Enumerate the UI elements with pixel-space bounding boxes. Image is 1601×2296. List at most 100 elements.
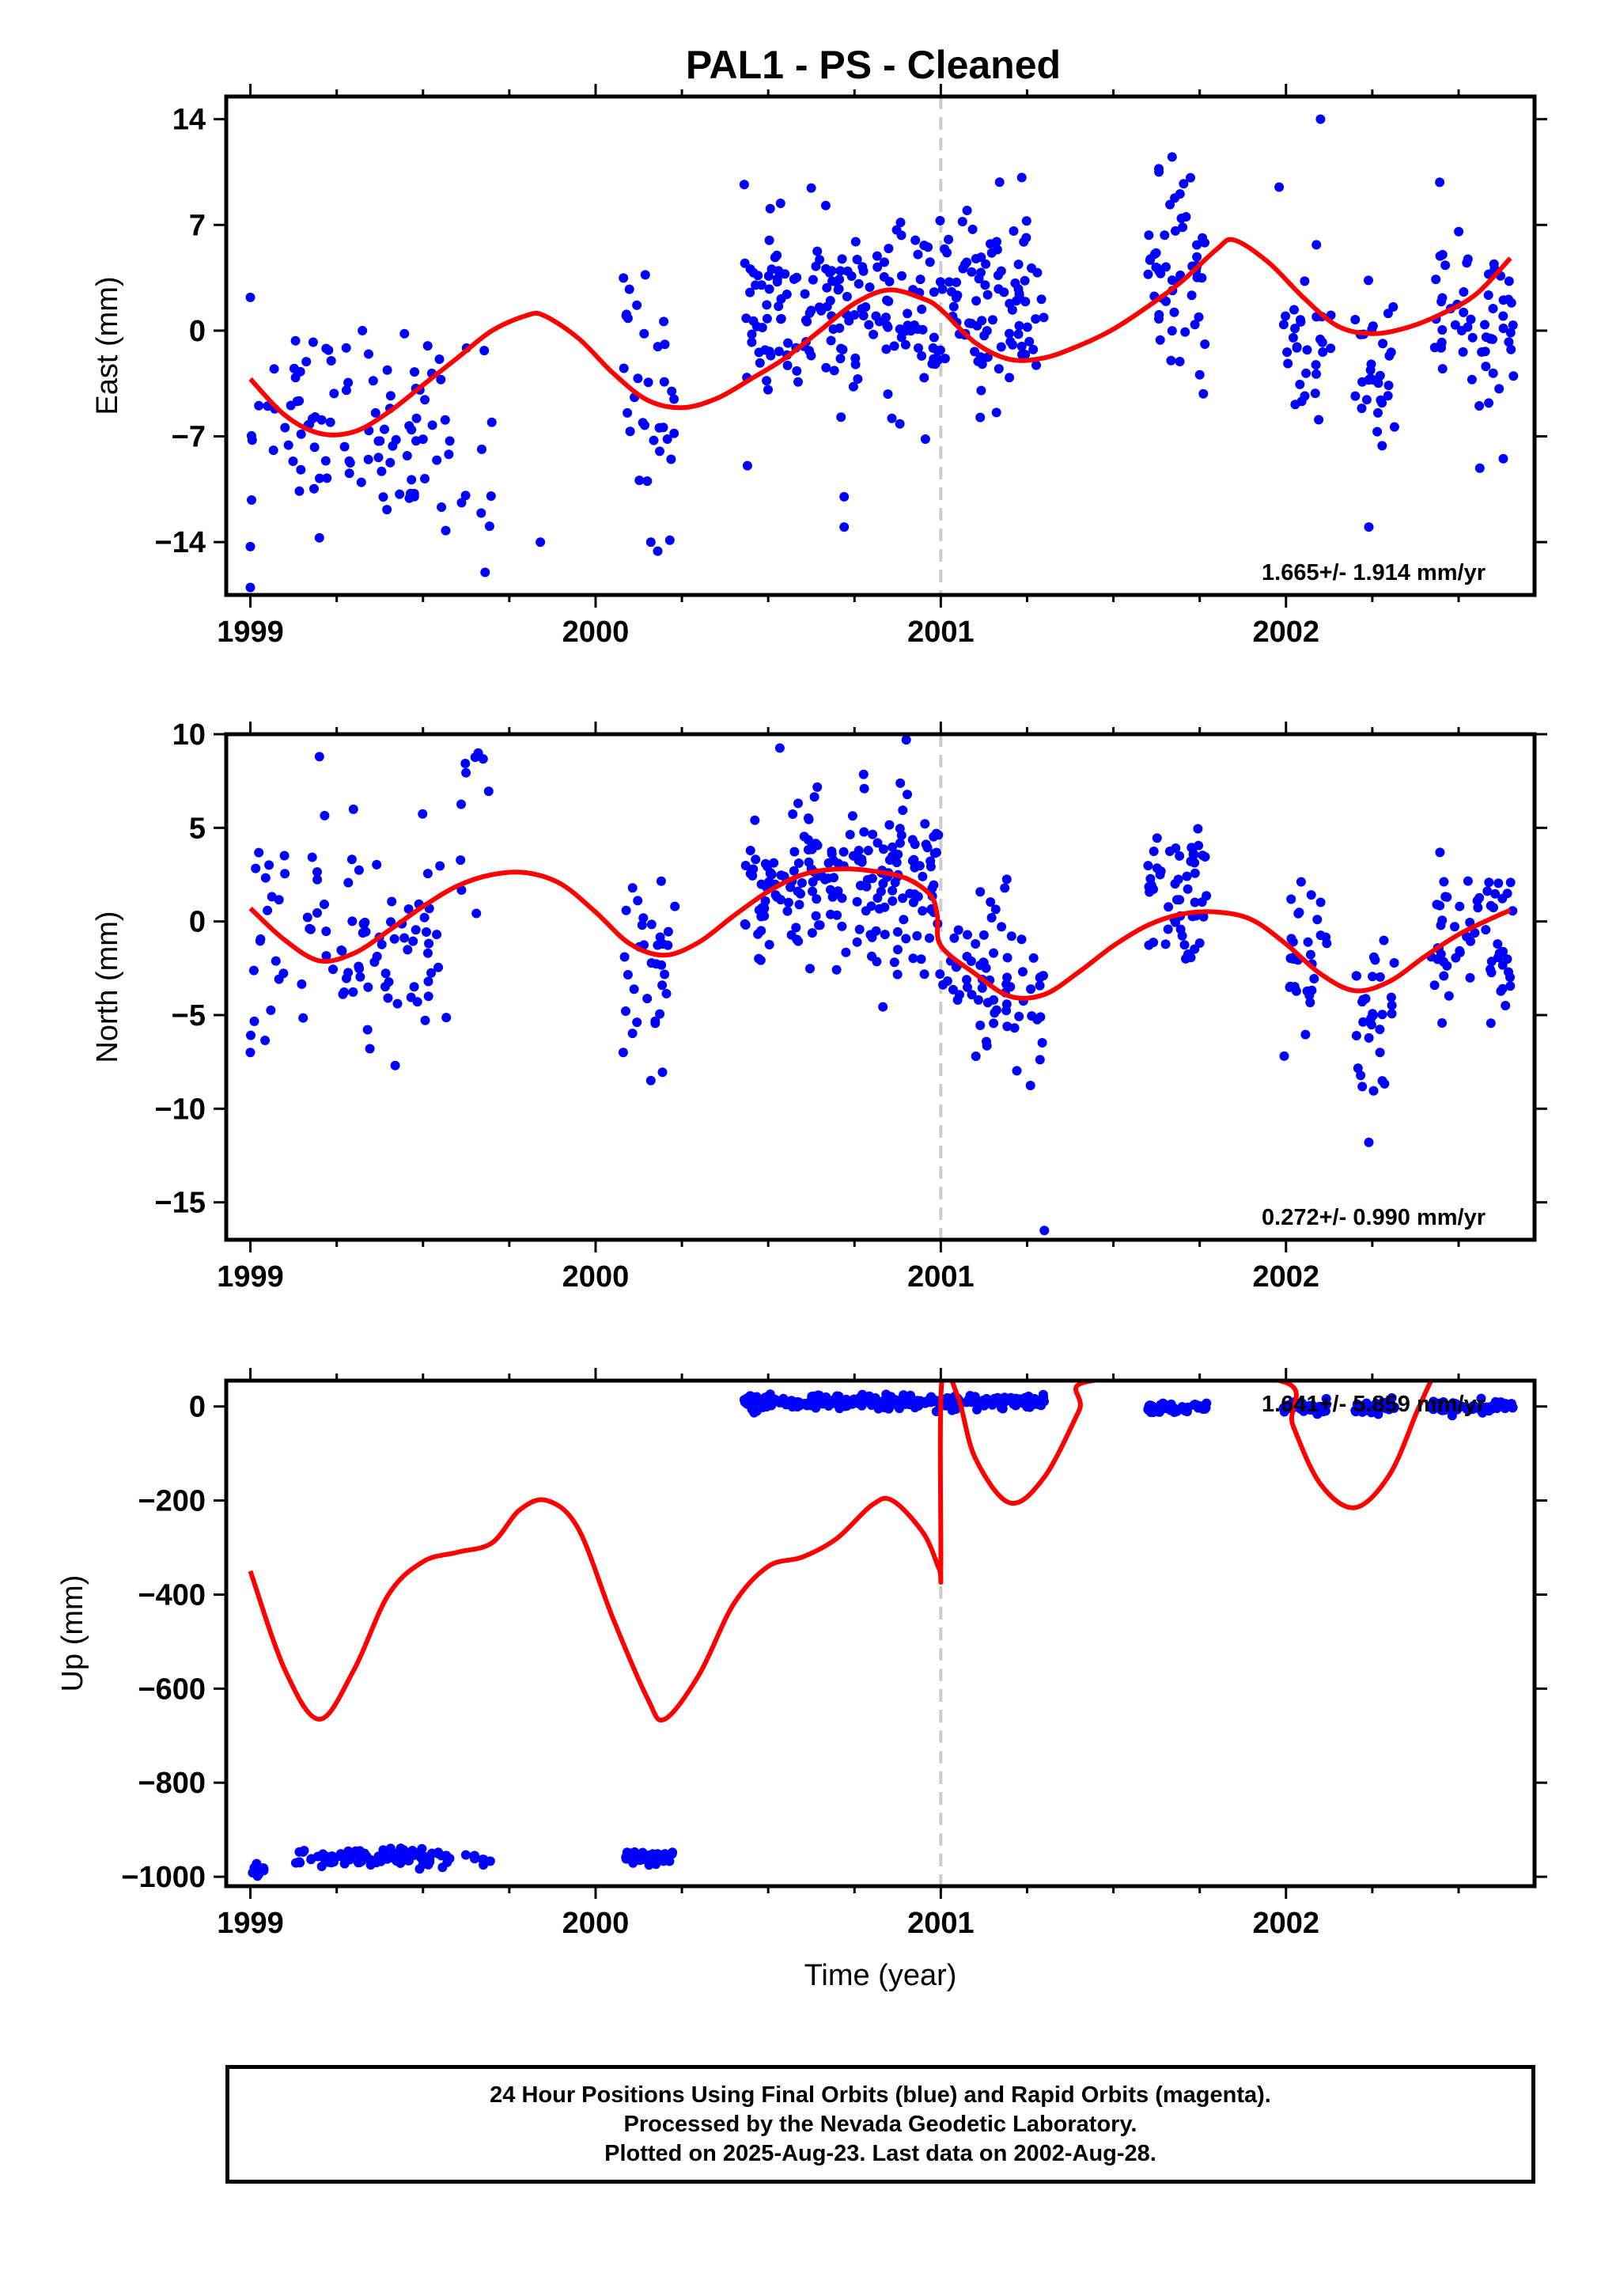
data-point (318, 1849, 328, 1859)
data-point (653, 546, 663, 556)
data-point (1437, 1018, 1448, 1028)
data-point (774, 301, 784, 312)
data-point (424, 938, 434, 949)
data-point (747, 329, 757, 339)
data-point (471, 908, 482, 919)
data-point (1321, 932, 1331, 942)
data-point (895, 838, 905, 848)
data-point (792, 366, 802, 376)
data-point (337, 946, 347, 956)
data-point (423, 948, 433, 958)
data-point (809, 792, 819, 802)
data-point (391, 434, 401, 445)
data-point (782, 906, 793, 916)
data-point (1383, 381, 1394, 391)
data-point (1300, 1029, 1311, 1040)
data-point (889, 341, 899, 351)
data-point (441, 525, 451, 536)
data-point (1296, 315, 1305, 325)
data-point (1379, 935, 1389, 945)
data-point (756, 879, 766, 889)
model-curve (248, 237, 1512, 438)
data-point (460, 491, 471, 501)
data-point (246, 1030, 255, 1040)
data-point (751, 854, 761, 865)
data-point (655, 1009, 665, 1019)
data-point (1035, 980, 1045, 991)
data-point (1437, 364, 1448, 374)
data-point (811, 839, 821, 849)
data-point (373, 453, 384, 463)
data-point (345, 458, 355, 468)
data-point (980, 280, 990, 290)
data-point (977, 983, 987, 993)
data-point (1154, 266, 1164, 276)
data-point (321, 951, 331, 961)
data-point (1375, 972, 1385, 982)
data-point (247, 495, 256, 505)
data-point (1193, 824, 1203, 834)
data-point (423, 1859, 433, 1870)
data-point (444, 449, 454, 460)
data-point (963, 930, 972, 940)
data-point (307, 852, 317, 862)
data-point (1297, 1404, 1308, 1414)
data-point (1290, 400, 1300, 410)
data-point (348, 804, 358, 814)
data-point (370, 407, 380, 418)
data-point (1364, 1137, 1374, 1147)
data-point (800, 289, 810, 299)
data-point (1504, 276, 1514, 286)
data-point (848, 851, 858, 861)
data-point (878, 1002, 888, 1012)
footer-line-3: Plotted on 2025-Aug-23. Last data on 200… (604, 2140, 1156, 2166)
data-point (793, 377, 803, 387)
data-point (294, 1847, 305, 1857)
data-point (833, 886, 843, 896)
data-point (1012, 1066, 1022, 1076)
data-point (258, 1863, 268, 1873)
data-point (745, 264, 755, 275)
data-point (942, 976, 952, 986)
data-point (632, 1017, 642, 1028)
data-point (1486, 333, 1496, 343)
y-axis-label: Up (mm) (56, 1575, 89, 1692)
x-tick-label: 2002 (1253, 1907, 1320, 1940)
data-point (1008, 339, 1018, 350)
data-point (619, 363, 629, 373)
data-point (1311, 360, 1321, 370)
data-point (302, 912, 312, 923)
data-point (765, 203, 775, 214)
data-point (339, 441, 350, 452)
data-point (925, 257, 935, 267)
data-point (385, 457, 396, 468)
data-point (964, 318, 974, 328)
data-point (408, 936, 418, 946)
y-tick-label: 5 (189, 812, 206, 845)
data-point (917, 304, 927, 314)
data-point (1377, 441, 1387, 451)
data-point (1488, 304, 1498, 313)
data-point (362, 1025, 373, 1035)
data-point (1176, 214, 1187, 223)
data-point (774, 743, 785, 753)
data-point (981, 259, 991, 269)
data-point (441, 1013, 452, 1023)
data-point (994, 364, 1004, 374)
data-point (948, 301, 959, 312)
data-point (1171, 917, 1180, 927)
data-point (643, 377, 653, 388)
data-point (1454, 226, 1464, 237)
data-point (312, 867, 322, 877)
data-point (900, 326, 910, 336)
data-point (977, 359, 987, 369)
data-point (420, 395, 430, 405)
data-point (989, 948, 999, 958)
data-point (837, 921, 847, 931)
data-point (1373, 407, 1383, 418)
data-point (740, 861, 751, 870)
data-point (1351, 1031, 1361, 1040)
data-point (914, 343, 923, 353)
data-point (989, 995, 999, 1005)
data-point (806, 350, 816, 361)
